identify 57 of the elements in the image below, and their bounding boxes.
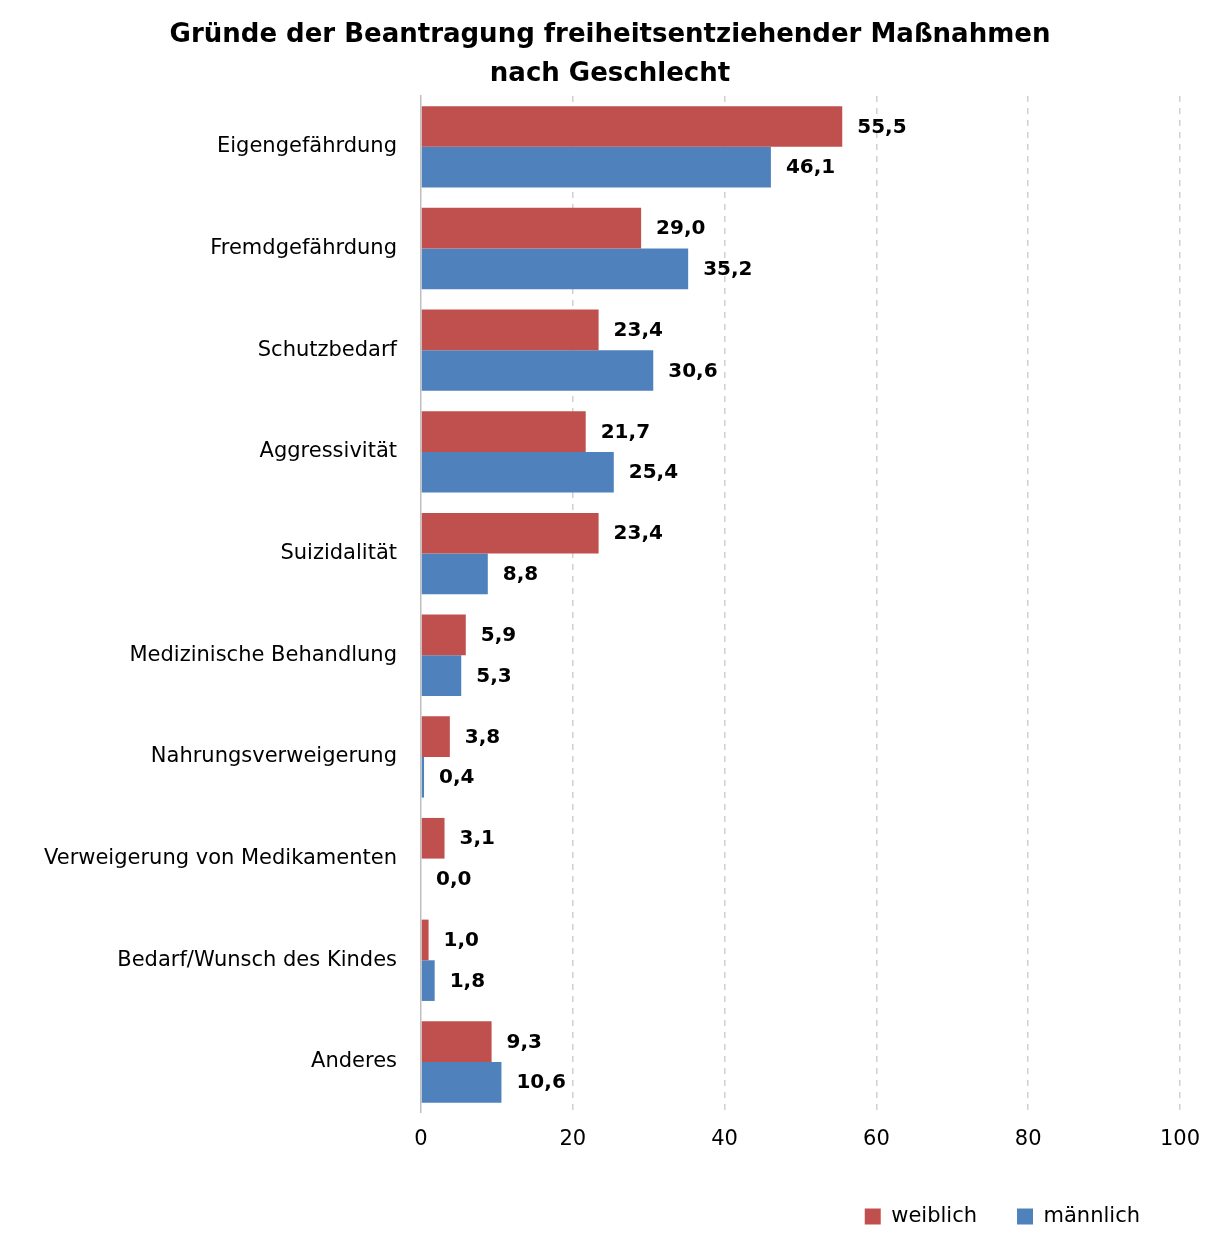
text: 29,0 xyxy=(656,215,706,240)
legend-label: männlich xyxy=(1043,1202,1140,1227)
text: 21,7 xyxy=(600,418,651,443)
x-tick-label: 0 xyxy=(414,1125,428,1150)
text: 1,8 xyxy=(449,967,486,992)
bar xyxy=(421,716,450,757)
bar xyxy=(421,1021,492,1062)
bar xyxy=(421,553,488,595)
bar xyxy=(421,512,599,554)
bar xyxy=(421,411,586,452)
chart-title: Gründe der Beantragung freiheitsentziehender Maßnahmen nach Geschlecht xyxy=(168,17,1052,89)
x-tick-label: 100 xyxy=(1159,1125,1201,1150)
y-tick-label: Medizinische Behandlung xyxy=(129,641,397,666)
bar xyxy=(421,106,843,147)
text: 8,8 xyxy=(502,561,539,586)
y-tick-label: Verweigerung von Medikamenten xyxy=(43,845,397,870)
text: 23,4 xyxy=(613,520,663,545)
y-tick-label: Nahrungsverweigerung xyxy=(150,743,397,768)
x-tick-label: 40 xyxy=(711,1125,738,1150)
text: 30,6 xyxy=(668,357,718,382)
bar xyxy=(421,614,466,656)
bar xyxy=(421,146,771,188)
text: 55,5 xyxy=(857,113,907,138)
legend-label: weiblich xyxy=(891,1202,978,1227)
x-tick-label: 60 xyxy=(863,1125,890,1150)
text: 3,1 xyxy=(459,825,495,850)
bar xyxy=(421,817,445,859)
text: 1,0 xyxy=(443,927,480,952)
y-tick-label: Eigengefährdung xyxy=(216,133,397,158)
text: 0,0 xyxy=(436,866,472,891)
text: 25,4 xyxy=(628,459,679,484)
text: 3,8 xyxy=(464,723,501,748)
y-tick-label: Fremdgefährdung xyxy=(210,234,397,259)
y-tick-label: Suizidalität xyxy=(280,540,397,565)
y-tick-label: Schutzbedarf xyxy=(257,336,398,361)
bar xyxy=(421,248,689,290)
text: 10,6 xyxy=(516,1069,566,1094)
bar xyxy=(421,960,435,1001)
bar xyxy=(421,1061,502,1103)
y-tick-label: Bedarf/Wunsch des Kindes xyxy=(117,946,397,971)
text: 5,9 xyxy=(480,622,517,647)
text: 23,4 xyxy=(613,317,663,342)
bar xyxy=(421,350,654,391)
bar xyxy=(421,309,599,351)
text: 9,3 xyxy=(506,1028,543,1053)
text: 35,2 xyxy=(703,256,753,281)
bar xyxy=(421,451,614,493)
x-tick-label: 20 xyxy=(559,1125,587,1150)
text: 5,3 xyxy=(476,662,512,687)
text: 0,4 xyxy=(439,764,475,789)
y-tick-label: Anderes xyxy=(311,1048,397,1073)
text: 46,1 xyxy=(785,154,836,179)
y-tick-label: Aggressivität xyxy=(259,438,397,463)
bar xyxy=(421,919,429,961)
x-tick-label: 80 xyxy=(1014,1125,1042,1150)
bar xyxy=(421,655,462,696)
bar xyxy=(421,207,642,249)
